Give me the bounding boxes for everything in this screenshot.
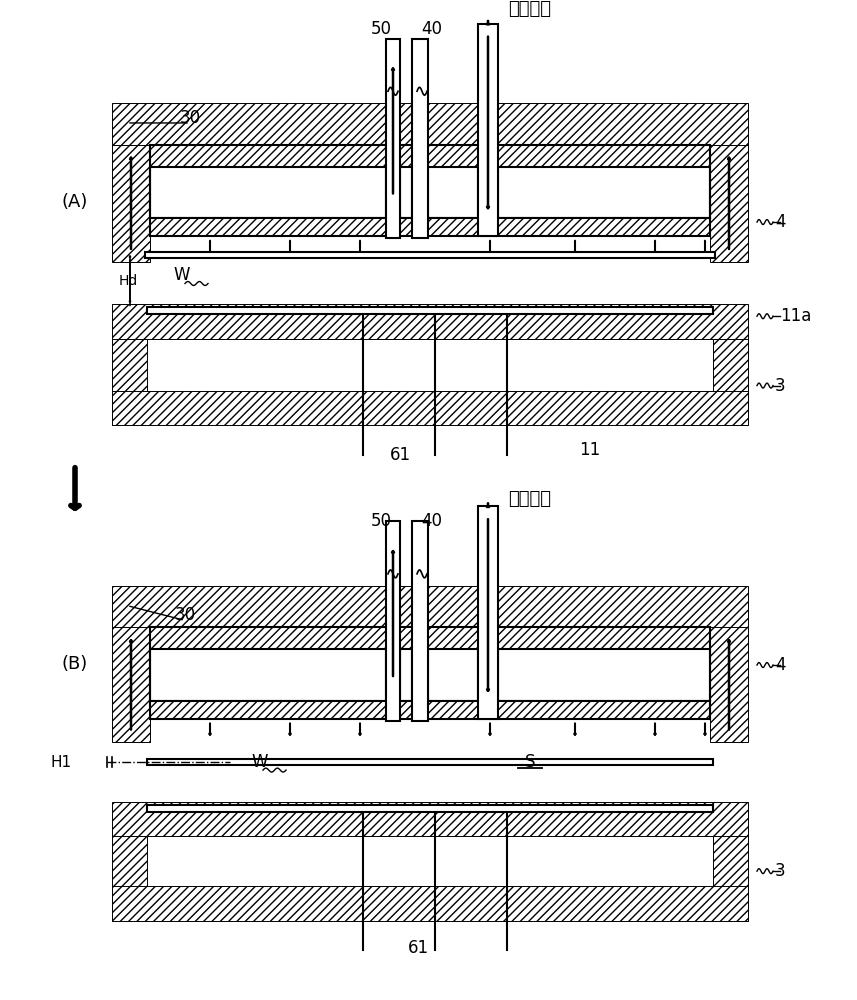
Bar [412, 39, 428, 238]
Bar [112, 145, 150, 262]
Bar [112, 886, 748, 921]
Bar [428, 627, 478, 649]
Bar [150, 627, 386, 649]
Bar [112, 339, 147, 425]
Bar [498, 218, 710, 236]
Bar [710, 145, 748, 262]
Bar [478, 506, 498, 719]
Text: W: W [252, 753, 268, 771]
Bar [428, 145, 478, 167]
Bar [112, 103, 748, 145]
Bar [428, 218, 478, 236]
Text: 61: 61 [407, 939, 428, 957]
Bar [400, 627, 412, 649]
Bar [112, 586, 748, 627]
Bar [400, 145, 412, 167]
Bar [498, 649, 710, 701]
Bar [498, 145, 710, 167]
Bar [150, 701, 386, 719]
Text: 4: 4 [775, 656, 786, 674]
Bar [150, 145, 386, 167]
Text: 4: 4 [775, 213, 786, 231]
Text: 61: 61 [389, 446, 411, 464]
Text: W: W [174, 266, 190, 284]
Text: H1: H1 [51, 755, 72, 770]
Text: 40: 40 [422, 512, 442, 530]
Text: 11: 11 [579, 441, 601, 459]
Bar [498, 627, 710, 649]
Bar [428, 167, 478, 218]
Text: 3: 3 [775, 377, 786, 395]
Text: 50: 50 [370, 20, 392, 38]
Bar [498, 701, 710, 719]
Text: Hd: Hd [119, 274, 138, 288]
Text: (B): (B) [62, 655, 88, 673]
Bar [713, 339, 748, 425]
Bar [428, 701, 478, 719]
Bar [150, 167, 386, 218]
Text: 含氧气体: 含氧气体 [508, 490, 552, 508]
Bar [498, 167, 710, 218]
Bar [386, 521, 400, 721]
Text: 11a: 11a [780, 307, 812, 325]
Bar [112, 391, 748, 425]
Text: S: S [524, 753, 536, 771]
Bar [147, 759, 713, 765]
Text: 3: 3 [775, 862, 786, 880]
Text: 30: 30 [175, 606, 195, 624]
Bar [150, 218, 386, 236]
Bar [112, 627, 150, 742]
Text: 50: 50 [370, 512, 392, 530]
Text: 40: 40 [422, 20, 442, 38]
Bar [710, 627, 748, 742]
Bar [400, 701, 412, 719]
Bar [147, 805, 713, 812]
Bar [145, 252, 715, 258]
Bar [400, 167, 412, 218]
Bar [150, 649, 386, 701]
Text: (A): (A) [62, 193, 88, 211]
Bar [412, 521, 428, 721]
Bar [386, 39, 400, 238]
Text: 30: 30 [179, 109, 201, 127]
Text: 含氧气体: 含氧气体 [508, 0, 552, 18]
Bar [112, 304, 748, 339]
Bar [147, 307, 713, 314]
Bar [713, 836, 748, 921]
Bar [478, 24, 498, 236]
Bar [400, 649, 412, 701]
Bar [112, 802, 748, 836]
Bar [112, 836, 147, 921]
Bar [400, 218, 412, 236]
Bar [428, 649, 478, 701]
